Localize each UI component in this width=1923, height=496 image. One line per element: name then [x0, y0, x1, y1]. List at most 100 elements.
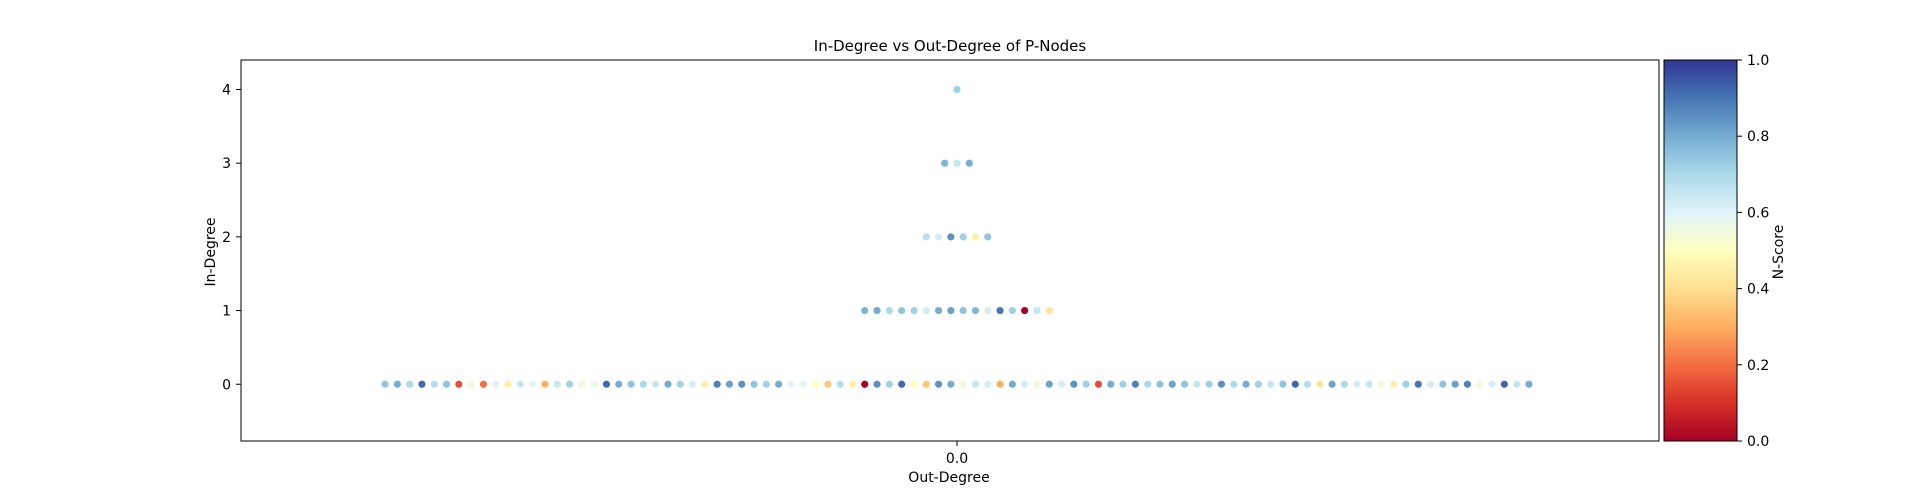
data-point	[455, 380, 463, 388]
data-point	[959, 380, 967, 388]
data-point	[615, 380, 623, 388]
data-point	[1008, 380, 1016, 388]
data-point	[1144, 380, 1152, 388]
data-point	[664, 380, 672, 388]
data-point	[799, 380, 807, 388]
data-point	[971, 233, 980, 241]
colorbar-tick-label: 0.4	[1747, 282, 1769, 298]
data-point	[1070, 380, 1078, 388]
data-point	[553, 380, 561, 388]
data-point	[885, 306, 893, 315]
data-point	[1217, 380, 1226, 388]
data-point	[1082, 380, 1090, 388]
data-point	[1205, 380, 1213, 388]
data-point	[1525, 380, 1533, 388]
data-point	[922, 380, 930, 388]
data-point	[467, 380, 475, 388]
data-point	[541, 380, 549, 388]
data-point	[516, 380, 524, 388]
data-point	[1057, 380, 1066, 388]
data-point	[1390, 380, 1398, 388]
data-point	[639, 380, 647, 388]
data-point	[787, 380, 795, 388]
data-point	[898, 380, 906, 388]
data-points	[381, 85, 1533, 388]
data-point	[947, 233, 955, 241]
data-point	[1500, 380, 1508, 388]
data-point	[848, 380, 857, 388]
data-point	[861, 380, 869, 388]
colorbar	[1663, 59, 1738, 442]
data-point	[1328, 380, 1336, 388]
data-point	[965, 159, 973, 167]
data-point	[1463, 380, 1472, 388]
data-point	[1316, 380, 1324, 388]
data-point	[1353, 380, 1361, 388]
y-tick-label: 0	[222, 377, 231, 393]
data-point	[1131, 380, 1139, 388]
data-point	[953, 159, 961, 167]
chart-title: In-Degree vs Out-Degree of P-Nodes	[814, 37, 1087, 55]
colorbar-tick-label: 0.6	[1747, 205, 1769, 221]
data-point	[1033, 306, 1041, 315]
colorbar-tick-label: 0.8	[1747, 129, 1769, 145]
data-point	[1156, 380, 1164, 388]
data-point	[602, 380, 611, 388]
data-point	[1180, 380, 1189, 388]
colorbar-axis: 0.0 0.2 0.4 0.6 0.8 1.0	[1737, 53, 1769, 450]
data-point	[479, 380, 488, 388]
data-point	[824, 380, 832, 388]
data-point	[1254, 380, 1262, 388]
data-point	[1291, 380, 1299, 388]
data-point	[996, 380, 1004, 388]
data-point	[873, 380, 881, 388]
data-point	[861, 306, 869, 315]
colorbar-tick-label: 0.2	[1747, 358, 1769, 374]
data-point	[1230, 380, 1238, 388]
data-point	[442, 380, 451, 388]
data-point	[725, 380, 734, 388]
data-point	[627, 380, 635, 388]
data-point	[590, 380, 598, 388]
plot-area	[240, 59, 1660, 442]
data-point	[934, 233, 943, 241]
data-point	[1267, 380, 1275, 388]
data-point	[1488, 380, 1496, 388]
data-point	[1340, 380, 1349, 388]
data-point	[1242, 380, 1250, 388]
y-tick-label: 3	[222, 156, 231, 172]
data-point	[1021, 306, 1029, 315]
x-axis: 0.0	[946, 441, 968, 467]
data-point	[1119, 380, 1127, 388]
data-point	[775, 380, 783, 388]
data-point	[1094, 380, 1103, 388]
data-point	[1451, 380, 1459, 388]
data-point	[418, 380, 426, 388]
data-point	[750, 380, 758, 388]
y-tick-label: 1	[222, 304, 231, 320]
data-point	[898, 306, 906, 315]
data-point	[1193, 380, 1201, 388]
data-point	[1021, 380, 1029, 388]
data-point	[381, 380, 389, 388]
data-point	[529, 380, 537, 388]
data-point	[984, 233, 992, 241]
colorbar-tick-label: 0.0	[1747, 434, 1769, 450]
data-point	[836, 380, 844, 388]
data-point	[984, 380, 992, 388]
colorbar-label: N-Score	[1771, 225, 1787, 280]
data-point	[1426, 380, 1435, 388]
data-point	[1045, 306, 1053, 315]
x-axis-label: Out-Degree	[908, 470, 989, 486]
data-point	[1033, 380, 1041, 388]
data-point	[922, 233, 930, 241]
data-point	[565, 380, 574, 388]
data-point	[1439, 380, 1447, 388]
data-point	[811, 380, 820, 388]
data-point	[1476, 380, 1484, 388]
data-point	[959, 233, 967, 241]
data-point	[959, 306, 967, 315]
data-point	[910, 306, 918, 315]
data-point	[984, 306, 992, 315]
